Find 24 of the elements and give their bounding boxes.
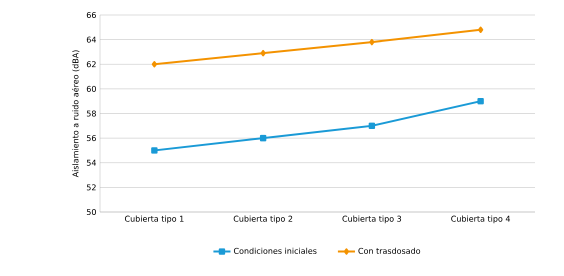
y-tick-label: 66 [86,12,96,18]
y-tick-label: 62 [86,61,96,68]
y-axis-title: Aislamiento a ruido aéreo (dBA) [72,50,80,178]
y-tick-label: 52 [86,184,96,190]
legend-label: Con trasdosado [358,248,420,254]
point [151,147,158,154]
y-tick-label: 60 [86,86,96,92]
point [260,50,266,56]
point [260,134,266,142]
x-tick-label: Cubierta tipo 1 [124,216,184,224]
x-tick-label: Cubierta tipo 3 [342,216,402,224]
y-tick-label: 64 [86,36,96,43]
y-tick-label: 56 [86,135,96,142]
y-tick-label: 58 [86,110,96,117]
point [369,38,375,46]
point [477,98,484,104]
point [478,26,484,33]
legend-label: Condiciones iniciales [234,248,317,254]
point [368,122,376,130]
point [152,61,158,68]
y-tick-label: 54 [86,160,96,166]
x-tick-label: Cubierta tipo 4 [451,216,510,224]
y-tick-label: 50 [86,208,96,216]
x-tick-label: Cubierta tipo 2 [234,216,292,224]
